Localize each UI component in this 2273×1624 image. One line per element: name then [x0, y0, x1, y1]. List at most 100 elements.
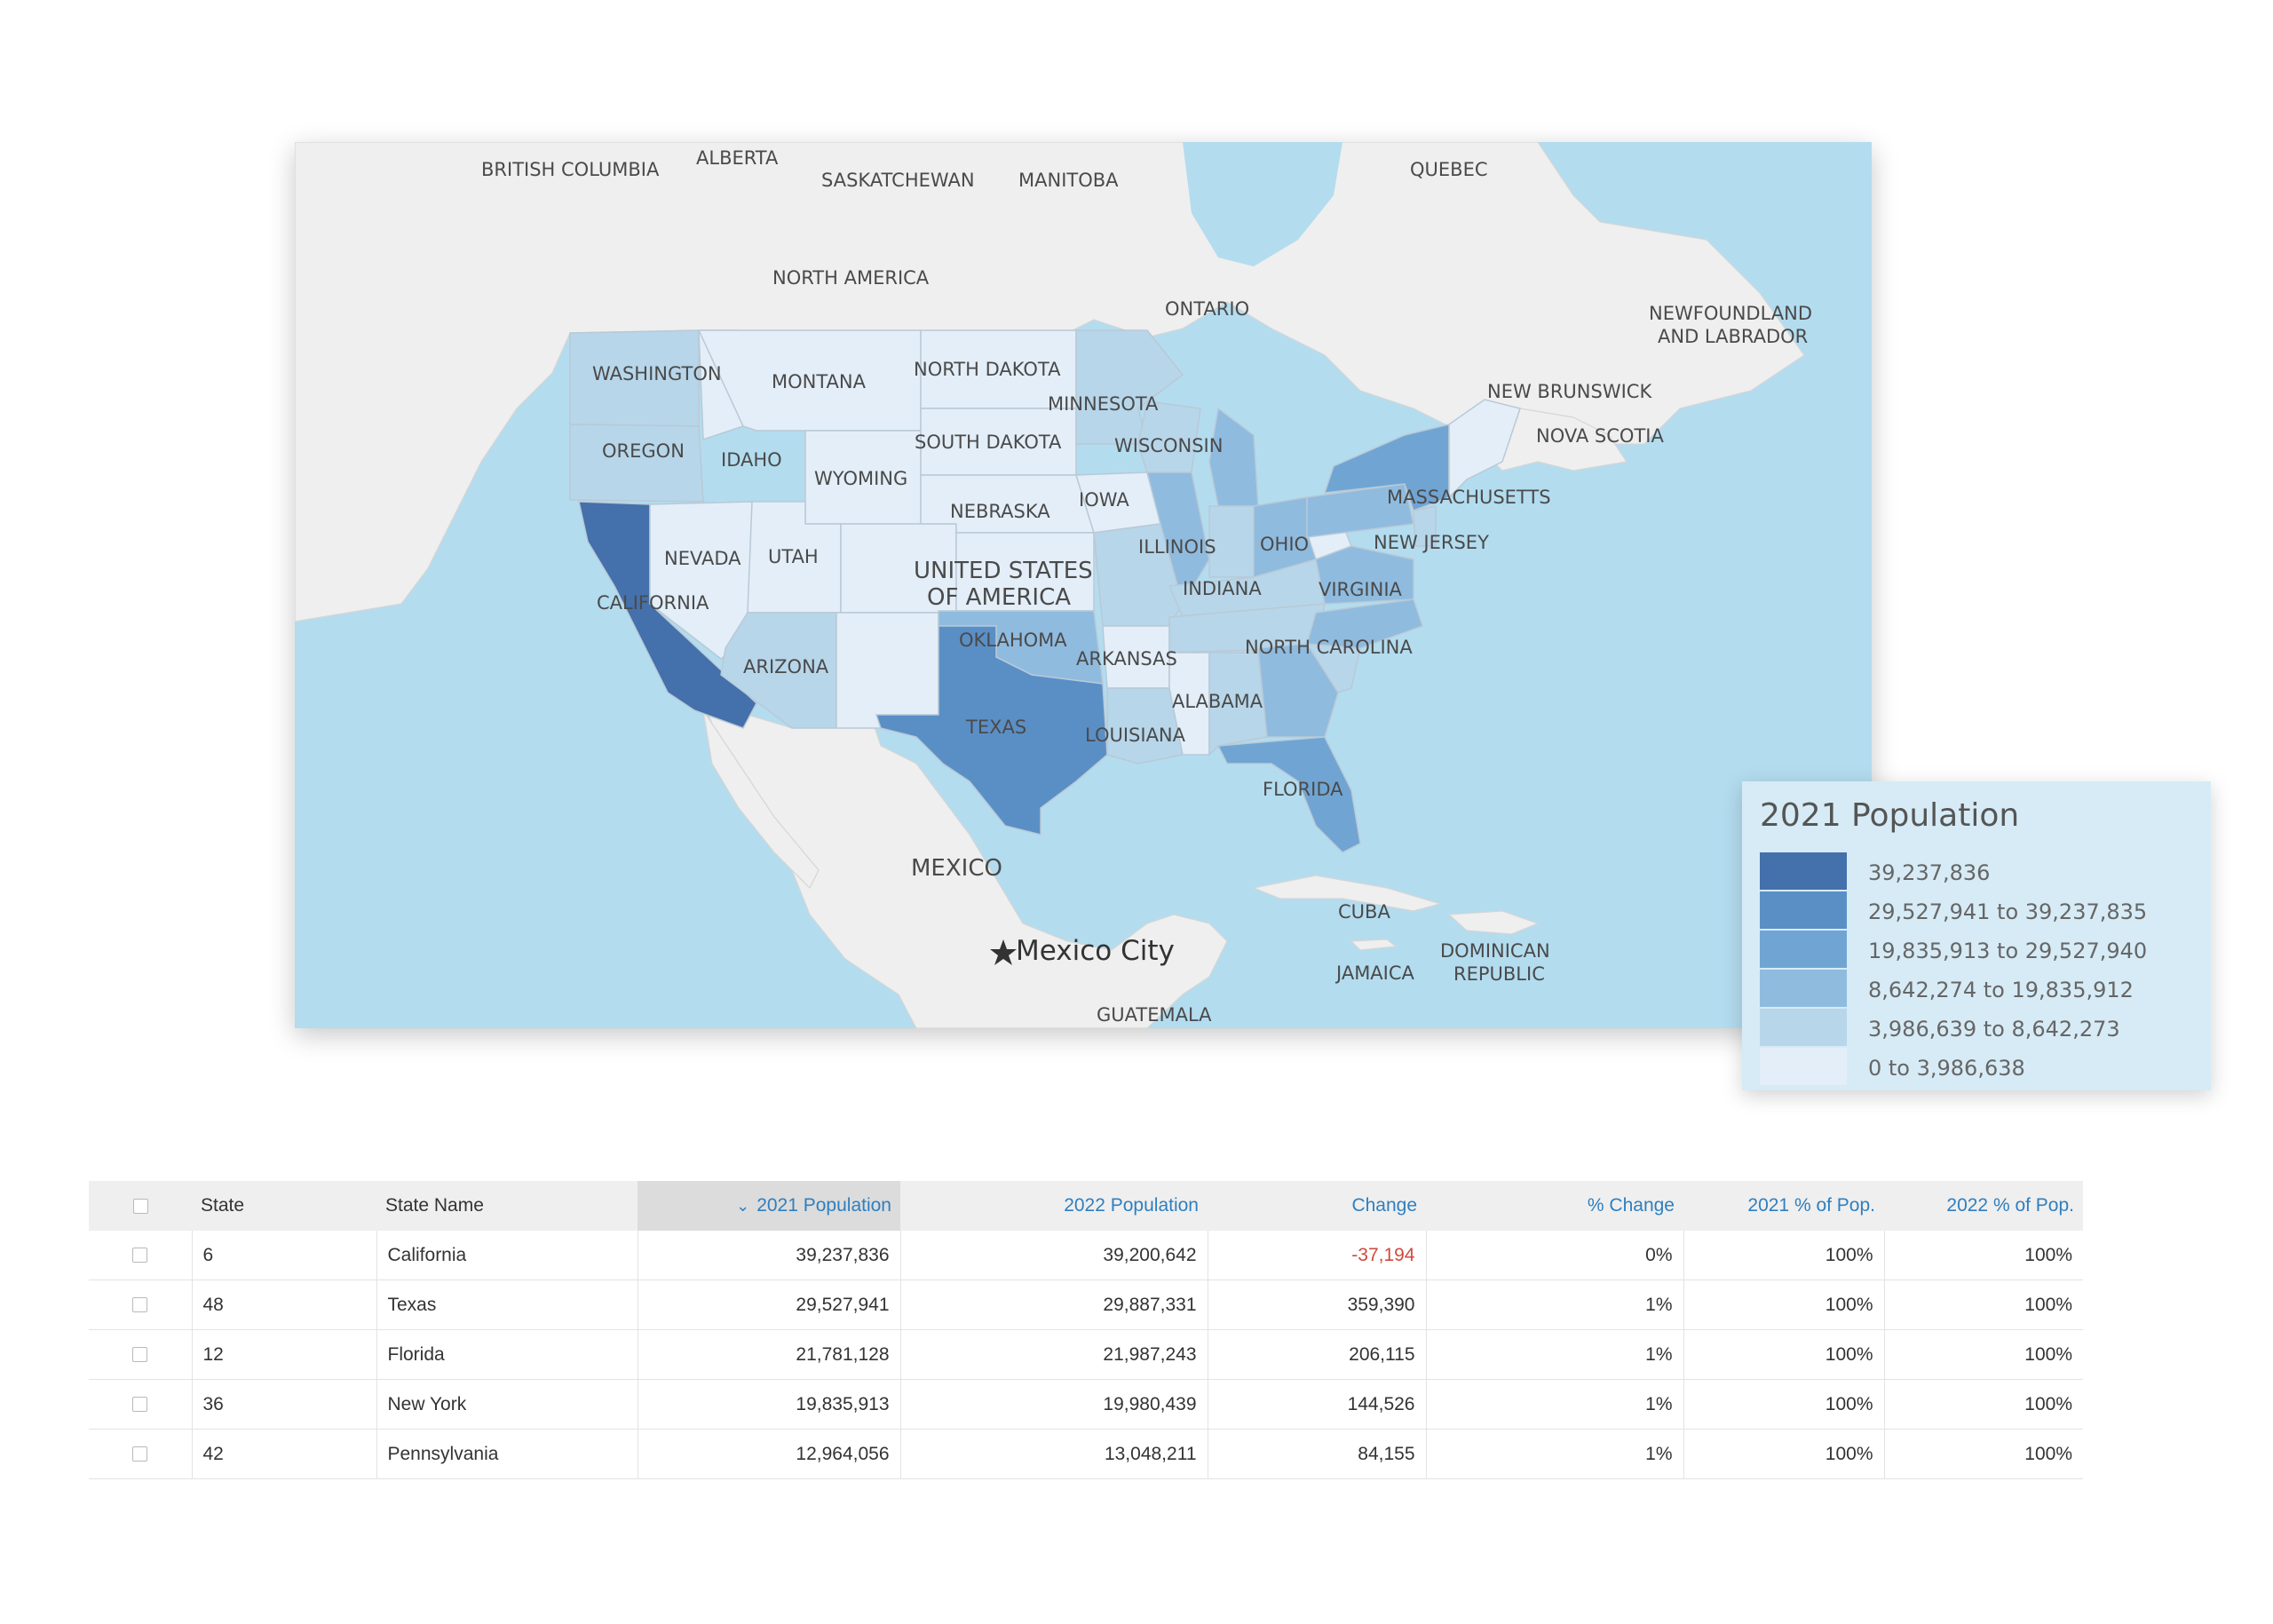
label-california: CALIFORNIA [597, 592, 709, 614]
table-overflow-fade [89, 1481, 2083, 1499]
label-washington: WASHINGTON [592, 363, 722, 384]
state-new-york[interactable] [1323, 424, 1450, 511]
label-nevada: NEVADA [664, 548, 741, 569]
cell-pct-change: 0% [1426, 1231, 1684, 1280]
label-manitoba: MANITOBA [1018, 170, 1119, 191]
table-row[interactable]: 12 Florida 21,781,128 21,987,243 206,115… [89, 1329, 2083, 1380]
label-north-carolina: NORTH CAROLINA [1245, 637, 1413, 658]
label-illinois: ILLINOIS [1138, 536, 1216, 558]
column-header-2021-pct-of-pop[interactable]: 2021 % of Pop. [1683, 1181, 1884, 1231]
state-north-carolina[interactable] [1306, 598, 1423, 649]
table-row[interactable]: 48 Texas 29,527,941 29,887,331 359,390 1… [89, 1279, 2083, 1330]
us-states[interactable] [569, 329, 1521, 853]
cell-2021-population: 19,835,913 [638, 1379, 901, 1430]
hispaniola-land [1447, 910, 1540, 935]
label-nova-scotia: NOVA SCOTIA [1536, 425, 1664, 447]
sort-descending-icon[interactable]: ⌄ [736, 1197, 750, 1215]
legend-row: 39,237,836 [1760, 852, 2204, 890]
label-montana: MONTANA [772, 371, 867, 392]
canada-land [295, 142, 1805, 622]
legend-row: 0 to 3,986,638 [1760, 1048, 2204, 1085]
row-checkbox[interactable] [89, 1429, 193, 1479]
baja-land [702, 709, 820, 890]
label-idaho: IDAHO [721, 449, 782, 471]
state-texas[interactable] [875, 625, 1108, 836]
cell-change: 84,155 [1208, 1429, 1427, 1479]
row-checkbox[interactable] [89, 1231, 193, 1280]
label-alberta: ALBERTA [696, 147, 779, 169]
state-georgia[interactable] [1257, 643, 1339, 738]
legend-swatch [1760, 1048, 1847, 1085]
label-iowa: IOWA [1079, 489, 1129, 511]
label-minnesota: MINNESOTA [1048, 393, 1159, 415]
checkbox-icon[interactable] [132, 1198, 148, 1214]
checkbox-icon[interactable] [132, 1347, 148, 1363]
state-alabama[interactable] [1208, 652, 1268, 757]
label-guatemala: GUATEMALA [1097, 1004, 1212, 1026]
jamaica-land [1350, 939, 1398, 951]
state-new-mexico[interactable] [836, 612, 939, 729]
label-ontario: ONTARIO [1165, 298, 1249, 320]
column-header-state[interactable]: State [192, 1181, 376, 1231]
row-checkbox[interactable] [89, 1279, 193, 1330]
state-missouri[interactable] [1093, 523, 1184, 627]
state-louisiana[interactable] [1106, 687, 1184, 764]
checkbox-icon[interactable] [132, 1297, 148, 1313]
legend-range-label: 0 to 3,986,638 [1868, 1056, 2025, 1081]
cell-2021-pct-of-pop: 100% [1683, 1231, 1885, 1280]
label-british-columbia: BRITISH COLUMBIA [481, 159, 660, 180]
checkbox-icon[interactable] [132, 1397, 148, 1413]
state-florida[interactable] [1216, 736, 1361, 853]
select-all-checkbox[interactable] [89, 1181, 192, 1231]
legend-swatch [1760, 891, 1847, 929]
column-header-2022-pct-of-pop[interactable]: 2022 % of Pop. [1884, 1181, 2083, 1231]
column-header-change[interactable]: Change [1208, 1181, 1426, 1231]
cell-2022-pct-of-pop: 100% [1884, 1329, 2083, 1380]
cell-2022-pct-of-pop: 100% [1884, 1379, 2083, 1430]
checkbox-icon[interactable] [132, 1248, 148, 1264]
label-indiana: INDIANA [1183, 578, 1262, 599]
cell-2021-population: 29,527,941 [638, 1279, 901, 1330]
label-massachusetts: MASSACHUSETTS [1387, 487, 1551, 508]
state-south-carolina[interactable] [1305, 643, 1361, 693]
label-mexico: MEXICO [911, 855, 1002, 882]
cell-2022-population: 29,887,331 [900, 1279, 1208, 1330]
cell-state: 36 [192, 1379, 377, 1430]
legend-swatch [1760, 1009, 1847, 1046]
row-checkbox[interactable] [89, 1379, 193, 1430]
label-dominican-1: DOMINICAN [1440, 940, 1550, 962]
label-newfoundland-2: AND LABRADOR [1658, 326, 1808, 347]
state-mississippi[interactable] [1168, 652, 1210, 756]
legend-swatch [1760, 970, 1847, 1007]
column-header-2022-population[interactable]: 2022 Population [900, 1181, 1208, 1231]
legend-row: 19,835,913 to 29,527,940 [1760, 931, 2204, 968]
state-oregon[interactable] [569, 424, 704, 503]
legend-row: 29,527,941 to 39,237,835 [1760, 891, 2204, 929]
map-canvas[interactable]: BRITISH COLUMBIA ALBERTA SASKATCHEWAN MA… [295, 142, 1872, 1028]
state-minnesota[interactable] [1075, 329, 1184, 445]
checkbox-icon[interactable] [132, 1446, 148, 1462]
state-new-jersey[interactable] [1413, 505, 1437, 547]
state-illinois[interactable] [1146, 471, 1210, 606]
choropleth-map[interactable]: BRITISH COLUMBIA ALBERTA SASKATCHEWAN MA… [295, 142, 1872, 1028]
table-row[interactable]: 36 New York 19,835,913 19,980,439 144,52… [89, 1379, 2083, 1430]
label-wyoming: WYOMING [814, 468, 907, 489]
state-new-england[interactable] [1448, 399, 1521, 499]
label-mexico-city: Mexico City [1016, 935, 1175, 967]
column-header-state-name[interactable]: State Name [376, 1181, 638, 1231]
legend-row: 3,986,639 to 8,642,273 [1760, 1009, 2204, 1046]
cell-change: -37,194 [1208, 1231, 1427, 1280]
label-louisiana: LOUISIANA [1085, 725, 1186, 746]
table-row[interactable]: 42 Pennsylvania 12,964,056 13,048,211 84… [89, 1429, 2083, 1479]
table-row[interactable]: 6 California 39,237,836 39,200,642 -37,1… [89, 1231, 2083, 1280]
column-header-pct-change[interactable]: % Change [1426, 1181, 1683, 1231]
map-labels: BRITISH COLUMBIA ALBERTA SASKATCHEWAN MA… [481, 147, 1812, 1026]
cell-2022-population: 13,048,211 [900, 1429, 1208, 1479]
cell-state-name: California [376, 1231, 638, 1280]
row-checkbox[interactable] [89, 1329, 193, 1380]
column-header-2021-population[interactable]: ⌄ 2021 Population [638, 1181, 900, 1231]
label-quebec: QUEBEC [1410, 159, 1488, 180]
cell-2022-population: 21,987,243 [900, 1329, 1208, 1380]
cell-state-name: New York [376, 1379, 638, 1430]
cell-2021-population: 39,237,836 [638, 1231, 901, 1280]
